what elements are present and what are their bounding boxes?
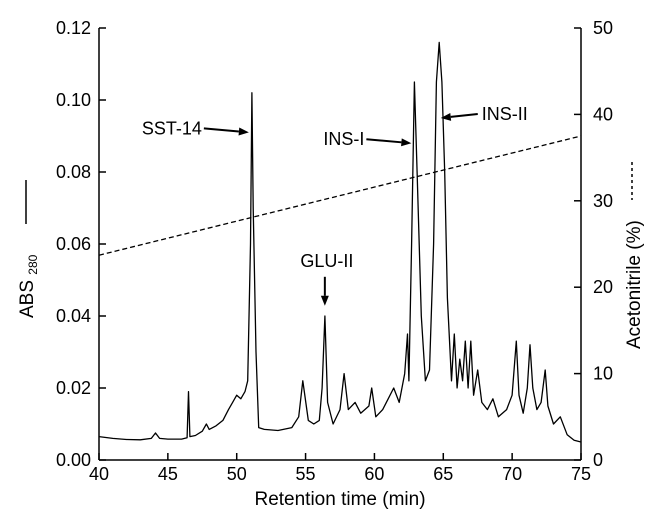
annotation-arrow-line [203, 127, 239, 133]
series [98, 41, 582, 443]
acetonitrile-gradient-line [98, 135, 582, 256]
annotation-label: SST-14 [142, 118, 202, 138]
x-tick-label: 40 [89, 464, 109, 484]
annotation-arrow-head [238, 127, 249, 136]
x-tick-label: 70 [502, 464, 522, 484]
y-axis-left-label: ABS 280 [17, 254, 40, 318]
y-axis-right-label: Acetonitrile (%) [624, 220, 645, 349]
y-axis-left-label-sub: 280 [26, 254, 40, 274]
x-axis-label: Retention time (min) [254, 489, 425, 510]
axes [98, 28, 582, 461]
y-left-tick-label: 0.10 [56, 90, 91, 110]
x-tick-label: 55 [296, 464, 316, 484]
annotation-label: GLU-II [300, 251, 353, 271]
annotation-label: INS-II [482, 104, 528, 124]
x-tick-label: 45 [158, 464, 178, 484]
y-left-tick-label: 0.04 [56, 306, 91, 326]
x-tick-label: 65 [433, 464, 453, 484]
y-left-tick-label: 0.06 [56, 234, 91, 254]
y-left-tick-label: 0.12 [56, 18, 91, 38]
y-right-tick-label: 30 [593, 191, 613, 211]
annotations: SST-14 INS-I INS-II GLU-II [142, 104, 528, 306]
y-left-tick-label: 0.02 [56, 378, 91, 398]
ticks: 40 45 50 55 60 65 70 75 0.00 0.02 0.04 0.06 0.08 0.10… [56, 18, 613, 484]
x-tick-label: 60 [364, 464, 384, 484]
absorbance-trace [98, 41, 582, 443]
y-left-tick-label: 0.00 [56, 450, 91, 470]
annotation-arrow-head [401, 138, 412, 147]
y-right-tick-label: 50 [593, 18, 613, 38]
y-right-tick-label: 0 [593, 450, 603, 470]
annotation-label: INS-I [323, 129, 364, 149]
x-tick-label: 50 [227, 464, 247, 484]
y-right-tick-label: 10 [593, 364, 613, 384]
y-right-tick-label: 40 [593, 104, 613, 124]
y-left-tick-label: 0.08 [56, 162, 91, 182]
annotation-arrow-line [450, 113, 478, 118]
annotation-arrow-head [320, 295, 329, 306]
y-right-tick-label: 20 [593, 277, 613, 297]
annotation-arrow-head [440, 112, 452, 121]
y-axis-left-label-main: ABS [17, 280, 38, 318]
annotation-arrow-line [366, 138, 402, 144]
x-tick-label: 75 [571, 464, 591, 484]
